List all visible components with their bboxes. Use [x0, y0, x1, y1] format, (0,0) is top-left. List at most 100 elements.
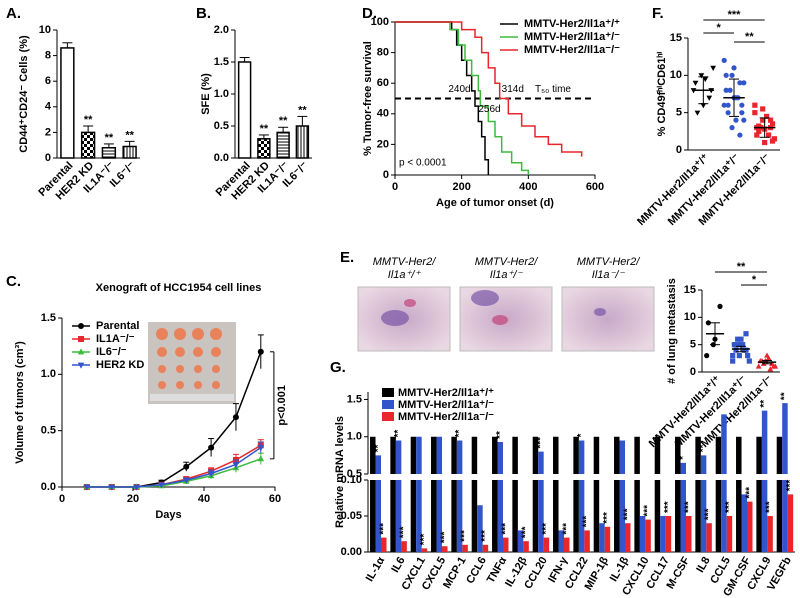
panel-label: G.	[330, 359, 346, 376]
significance: ***	[765, 501, 776, 513]
image-label: MMTV-Her2/	[577, 256, 640, 268]
significance: ***	[602, 512, 613, 524]
y-axis-label: % CD49fʰⁱCD61ʰⁱ	[655, 52, 668, 137]
x-tick-label: IL-1α	[364, 555, 388, 584]
bar	[381, 537, 387, 552]
bar	[675, 436, 681, 552]
point	[83, 484, 91, 491]
point	[767, 117, 774, 123]
bar	[654, 436, 661, 552]
bar	[695, 436, 701, 552]
y-tick-label: 20	[377, 138, 389, 150]
significance: ***	[378, 523, 389, 535]
point	[694, 110, 701, 116]
point	[731, 65, 737, 71]
point	[232, 414, 239, 421]
y-tick-label: 60	[377, 77, 389, 89]
point	[772, 363, 779, 369]
significance: ***	[480, 530, 491, 542]
x-tick-label: IL8	[694, 555, 712, 575]
y-tick-label: 1.5	[214, 56, 229, 68]
x-tick-label: 40	[198, 493, 210, 505]
significance: ***	[622, 508, 633, 520]
bar	[741, 494, 748, 552]
point	[746, 358, 752, 364]
point	[730, 358, 736, 364]
bar	[370, 436, 376, 552]
y-tick-label: 0.5	[214, 120, 229, 132]
point	[745, 353, 751, 359]
significance: ***	[704, 508, 715, 520]
annotation: p < 0.0001	[399, 157, 447, 168]
point	[740, 342, 746, 348]
point	[133, 484, 140, 491]
annotation: 240d	[448, 84, 470, 95]
comparison-label: *	[717, 22, 722, 34]
histology-images	[357, 286, 655, 352]
bar	[257, 138, 271, 159]
y-tick-label: 4	[45, 101, 52, 113]
y-tick-label: 2.0	[214, 24, 229, 36]
significance: ***	[785, 480, 796, 492]
point	[739, 102, 745, 108]
y-tick-label: 5	[690, 339, 696, 351]
y-tick-label: 1.5	[41, 312, 56, 324]
series-line	[86, 446, 262, 488]
y-tick-label: 15	[670, 32, 682, 44]
y-tick-label: 1.0	[41, 368, 56, 380]
bar	[660, 516, 666, 552]
point	[738, 336, 744, 342]
x-tick-label: 200	[452, 181, 470, 193]
significance: **	[84, 114, 93, 126]
point	[717, 303, 723, 309]
y-tick-label: 10	[684, 311, 696, 323]
bar	[782, 403, 788, 552]
significance: **	[125, 129, 134, 141]
significance: ***	[399, 526, 410, 538]
legend-swatch	[382, 388, 394, 397]
point	[723, 87, 729, 93]
point	[78, 323, 84, 329]
bar	[442, 546, 448, 552]
point	[721, 57, 727, 64]
point	[767, 366, 774, 372]
significance: ***	[536, 437, 547, 449]
image-label: MMTV-Her2/	[373, 256, 436, 268]
y-axis-label: Volume of tumors (cm³)	[14, 341, 26, 464]
significance: ***	[643, 505, 654, 517]
bar	[451, 436, 457, 552]
legend-swatch	[382, 412, 394, 421]
point	[743, 331, 749, 337]
point	[733, 117, 739, 123]
point	[725, 110, 731, 116]
tumor-photo	[148, 322, 236, 404]
point	[257, 445, 265, 452]
y-tick-label: 80	[377, 47, 389, 59]
point	[232, 462, 240, 469]
panel-label: B.	[196, 5, 211, 22]
significance: ***	[561, 523, 572, 535]
point	[692, 80, 699, 86]
image-label: MMTV-Her2/	[475, 256, 538, 268]
y-axis-label: % Tumor-free survival	[362, 41, 374, 156]
significance: ***	[541, 523, 552, 535]
bar	[634, 436, 640, 552]
significance: **	[298, 104, 307, 116]
point	[760, 117, 766, 123]
point	[182, 477, 190, 484]
y-tick-label: 5	[676, 107, 682, 119]
point	[752, 102, 758, 108]
point	[158, 482, 165, 489]
point	[207, 471, 215, 478]
point	[741, 80, 747, 86]
significance: **	[279, 115, 288, 127]
bar	[747, 501, 753, 552]
bar	[512, 436, 518, 552]
bar	[538, 451, 544, 552]
bar	[375, 455, 382, 552]
y-tick-label: 1.0	[347, 431, 362, 443]
significance: **	[495, 431, 506, 439]
point	[741, 347, 747, 353]
point	[755, 363, 762, 369]
annotation: 256d	[478, 104, 500, 115]
